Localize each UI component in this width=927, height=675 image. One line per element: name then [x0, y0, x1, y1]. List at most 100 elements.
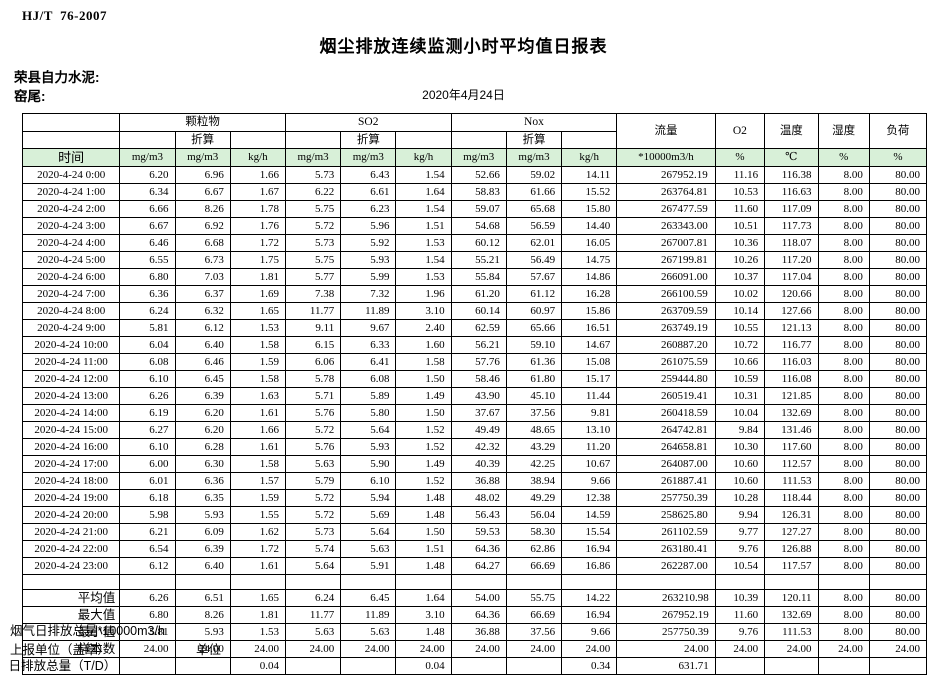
summary-cell-load: 80.00 [868, 589, 927, 607]
daily-total-cell-pc [174, 657, 231, 675]
cell-n: 58.83 [450, 183, 507, 201]
cell-n: 52.66 [450, 166, 507, 184]
cell-time: 2020-4-24 23:00 [21, 557, 121, 575]
cell-temp: 117.09 [764, 200, 819, 218]
cell-time: 2020-4-24 17:00 [21, 455, 121, 473]
cell-n: 36.88 [450, 472, 507, 490]
table-row[interactable]: 2020-4-24 5:00 6.55 6.73 1.75 5.75 5.93 1.54 55… [21, 251, 927, 269]
cell-s: 5.72 [284, 217, 342, 235]
table-row[interactable]: 2020-4-24 19:00 6.18 6.35 1.59 5.72 5.94 1.48 4… [21, 489, 927, 507]
cell-s: 5.73 [284, 234, 342, 252]
cell-time: 2020-4-24 6:00 [21, 268, 121, 286]
table-row[interactable]: 2020-4-24 16:00 6.10 6.28 1.61 5.76 5.93 1.52 4… [21, 438, 927, 456]
cell-hum: 8.00 [817, 336, 870, 354]
cell-pk: 1.72 [229, 540, 286, 558]
header-sub-s-converted: 折算 [340, 131, 397, 149]
cell-s: 5.64 [284, 557, 342, 575]
cell-load: 80.00 [868, 506, 927, 524]
daily-total-cell-nk: 0.34 [561, 657, 618, 675]
table-row[interactable]: 2020-4-24 10:00 6.04 6.40 1.58 6.15 6.33 1.60 5… [21, 336, 927, 354]
cell-p: 6.20 [119, 166, 176, 184]
table-row[interactable]: 2020-4-24 23:00 6.12 6.40 1.61 5.64 5.91 1.48 6… [21, 557, 927, 575]
cell-sc: 5.80 [340, 404, 397, 422]
cell-s: 5.77 [284, 268, 342, 286]
cell-flow: 263764.81 [616, 183, 716, 201]
spacer-cell [764, 574, 819, 590]
cell-sc: 5.93 [340, 438, 397, 456]
table-row[interactable]: 2020-4-24 6:00 6.80 7.03 1.81 5.77 5.99 1.53 55… [21, 268, 927, 286]
header-row-converted: 折算 折算 折算 [21, 131, 927, 149]
cell-nc: 45.10 [505, 387, 563, 405]
cell-flow: 259444.80 [616, 370, 716, 388]
cell-p: 6.34 [119, 183, 176, 201]
cell-p: 6.18 [119, 489, 176, 507]
header-flow: 流量 [616, 113, 716, 149]
table-row[interactable]: 2020-4-24 1:00 6.34 6.67 1.67 6.22 6.61 1.64 58… [21, 183, 927, 201]
cell-p: 6.10 [119, 370, 176, 388]
table-row[interactable]: 2020-4-24 14:00 6.19 6.20 1.61 5.76 5.80 1.50 3… [21, 404, 927, 422]
cell-s: 5.76 [284, 404, 342, 422]
summary-cell-flow: 263210.98 [616, 589, 716, 607]
cell-pc: 8.26 [174, 200, 231, 218]
cell-load: 80.00 [868, 200, 927, 218]
cell-o2: 10.53 [714, 183, 766, 201]
cell-sc: 6.10 [340, 472, 397, 490]
cell-o2: 10.14 [714, 302, 766, 320]
table-row[interactable]: 2020-4-24 22:00 6.54 6.39 1.72 5.74 5.63 1.51 6… [21, 540, 927, 558]
cell-p: 5.81 [119, 319, 176, 337]
table-row[interactable]: 2020-4-24 3:00 6.67 6.92 1.76 5.72 5.96 1.51 54… [21, 217, 927, 235]
emission-report-table: 颗粒物 SO2 Nox 流量 O2 温度 湿度 负荷 折算 折算 折算 时间 m… [9, 113, 927, 675]
footer-unit-label: 单位 [196, 643, 222, 657]
cell-time: 2020-4-24 21:00 [21, 523, 121, 541]
cell-sc: 6.33 [340, 336, 397, 354]
cell-load: 80.00 [868, 421, 927, 439]
table-row[interactable]: 2020-4-24 17:00 6.00 6.30 1.58 5.63 5.90 1.49 4… [21, 455, 927, 473]
summary-cell-n: 64.36 [450, 606, 507, 624]
header-time-blank [21, 113, 121, 132]
table-row[interactable]: 2020-4-24 18:00 6.01 6.36 1.57 5.79 6.10 1.52 3… [21, 472, 927, 490]
cell-pc: 6.37 [174, 285, 231, 303]
cell-pk: 1.75 [229, 251, 286, 269]
cell-sc: 5.89 [340, 387, 397, 405]
spacer-row [21, 574, 927, 590]
cell-time: 2020-4-24 0:00 [21, 166, 121, 184]
table-row[interactable]: 2020-4-24 20:00 5.98 5.93 1.55 5.72 5.69 1.48 5… [21, 506, 927, 524]
cell-hum: 8.00 [817, 387, 870, 405]
summary-cell-o2: 9.76 [714, 623, 766, 641]
table-row[interactable]: 2020-4-24 2:00 6.66 8.26 1.78 5.75 6.23 1.54 59… [21, 200, 927, 218]
summary-cell-nc: 66.69 [505, 606, 563, 624]
table-row[interactable]: 2020-4-24 9:00 5.81 6.12 1.53 9.11 9.67 2.40 62… [21, 319, 927, 337]
table-row[interactable]: 2020-4-24 11:00 6.08 6.46 1.59 6.06 6.41 1.58 5… [21, 353, 927, 371]
cell-nc: 49.29 [505, 489, 563, 507]
table-row[interactable]: 2020-4-24 12:00 6.10 6.45 1.58 5.78 6.08 1.50 5… [21, 370, 927, 388]
header-group-so2: SO2 [284, 113, 452, 132]
cell-sc: 5.64 [340, 421, 397, 439]
table-header: 颗粒物 SO2 Nox 流量 O2 温度 湿度 负荷 折算 折算 折算 时间 m… [21, 113, 927, 167]
cell-hum: 8.00 [817, 506, 870, 524]
cell-s: 5.73 [284, 523, 342, 541]
table-row[interactable]: 2020-4-24 21:00 6.21 6.09 1.62 5.73 5.64 1.50 5… [21, 523, 927, 541]
header-unit-temp: ℃ [764, 148, 819, 167]
summary-row: 样本数 24.00 24.00 24.00 24.00 24.00 24.00 24.00 24… [21, 640, 927, 658]
table-row[interactable]: 2020-4-24 13:00 6.26 6.39 1.63 5.71 5.89 1.49 4… [21, 387, 927, 405]
organization-name: 荣县自力水泥: [14, 70, 100, 85]
cell-temp: 112.57 [764, 455, 819, 473]
cell-s: 6.06 [284, 353, 342, 371]
cell-n: 64.36 [450, 540, 507, 558]
cell-sk: 1.52 [395, 438, 452, 456]
table-row[interactable]: 2020-4-24 4:00 6.46 6.68 1.72 5.73 5.92 1.53 60… [21, 234, 927, 252]
summary-cell-hum: 8.00 [817, 589, 870, 607]
table-row[interactable]: 2020-4-24 7:00 6.36 6.37 1.69 7.38 7.32 1.96 61… [21, 285, 927, 303]
table-row[interactable]: 2020-4-24 0:00 6.20 6.96 1.66 5.73 6.43 1.54 52… [21, 166, 927, 184]
cell-load: 80.00 [868, 523, 927, 541]
cell-n: 59.07 [450, 200, 507, 218]
cell-s: 7.38 [284, 285, 342, 303]
cell-p: 6.00 [119, 455, 176, 473]
cell-pc: 6.39 [174, 540, 231, 558]
table-row[interactable]: 2020-4-24 8:00 6.24 6.32 1.65 11.77 11.89 3.10… [21, 302, 927, 320]
cell-load: 80.00 [868, 370, 927, 388]
table-row[interactable]: 2020-4-24 15:00 6.27 6.20 1.66 5.72 5.64 1.52 4… [21, 421, 927, 439]
cell-flow: 262287.00 [616, 557, 716, 575]
summary-cell-load: 80.00 [868, 623, 927, 641]
cell-pk: 1.61 [229, 404, 286, 422]
